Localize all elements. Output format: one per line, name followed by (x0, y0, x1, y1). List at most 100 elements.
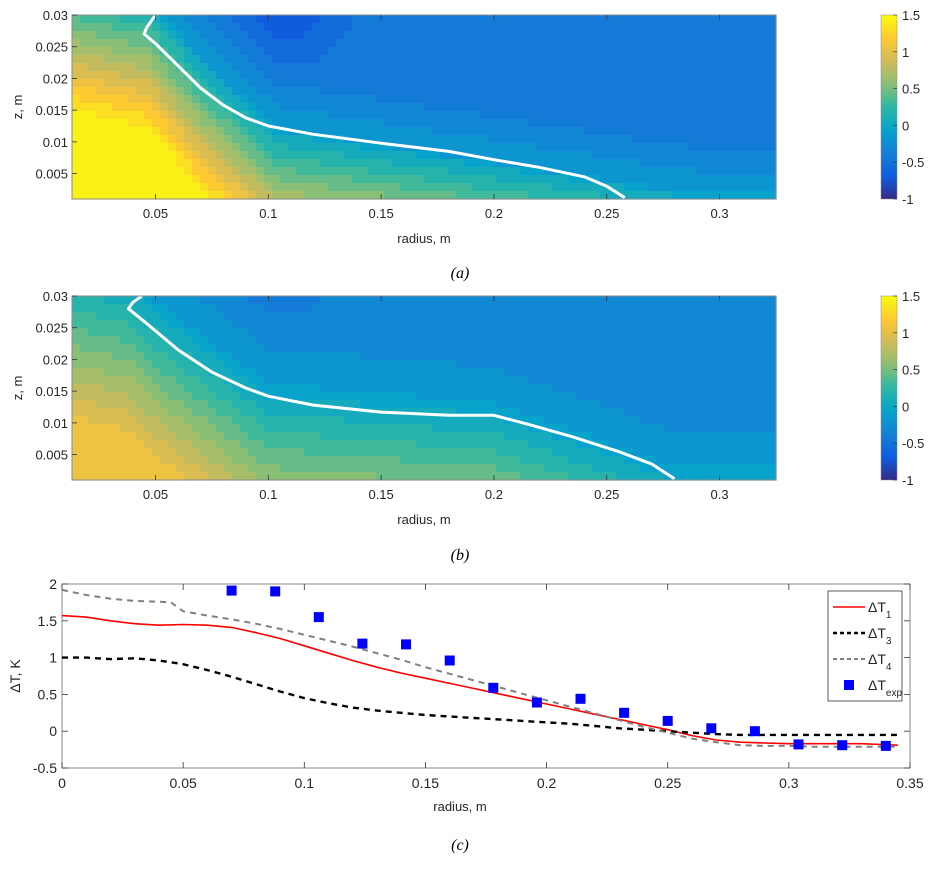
contour-cell (312, 384, 321, 393)
contour-cell (136, 47, 145, 56)
contour-cell (448, 456, 457, 465)
contour-cell (152, 71, 161, 80)
contour-cell (184, 159, 193, 168)
contour-cell (656, 416, 665, 425)
contour-cell (304, 416, 313, 425)
contour-cell (128, 400, 137, 409)
contour-cell (648, 103, 657, 112)
contour-cell (352, 143, 361, 152)
contour-cell (432, 352, 441, 361)
contour-cell (376, 352, 385, 361)
contour-cell (712, 143, 721, 152)
contour-cell (744, 159, 753, 168)
contour-cell (368, 103, 377, 112)
contour-cell (112, 167, 121, 176)
contour-cell (664, 360, 673, 369)
contour-cell (520, 432, 529, 441)
data-point (575, 693, 586, 704)
contour-cell (224, 31, 233, 40)
contour-cell (512, 472, 521, 481)
contour-cell (616, 344, 625, 353)
contour-cell (664, 39, 673, 48)
contour-cell (504, 344, 513, 353)
contour-cell (432, 151, 441, 160)
contour-cell (568, 464, 577, 473)
contour-cell (736, 119, 745, 128)
contour-cell (440, 175, 449, 184)
contour-cell (328, 376, 337, 385)
contour-cell (736, 39, 745, 48)
contour-cell (456, 408, 465, 417)
contour-cell (640, 376, 649, 385)
contour-cell (592, 416, 601, 425)
contour-cell (616, 31, 625, 40)
contour-cell (504, 47, 513, 56)
contour-cell (768, 472, 777, 481)
contour-cell (192, 440, 201, 449)
contour-cell (624, 416, 633, 425)
contour-cell (232, 440, 241, 449)
contour-cell (768, 304, 777, 313)
contour-cell (432, 79, 441, 88)
contour-cell (464, 432, 473, 441)
contour-cell (248, 320, 257, 329)
contour-cell (480, 127, 489, 136)
contour-cell (480, 448, 489, 457)
contour-cell (744, 424, 753, 433)
contour-cell (720, 376, 729, 385)
contour-cell (424, 119, 433, 128)
contour-cell (528, 159, 537, 168)
contour-cell (224, 135, 233, 144)
contour-cell (640, 47, 649, 56)
contour-cell (552, 23, 561, 32)
contour-cell (544, 368, 553, 377)
contour-cell (544, 384, 553, 393)
contour-cell (416, 424, 425, 433)
contour-cell (424, 183, 433, 192)
contour-cell (632, 103, 641, 112)
contour-cell (112, 47, 121, 56)
colorbar-tick-label: -0.5 (902, 155, 924, 170)
contour-cell (232, 320, 241, 329)
contour-cell (736, 352, 745, 361)
contour-cell (688, 368, 697, 377)
contour-cell (168, 135, 177, 144)
contour-cell (184, 127, 193, 136)
contour-cell (472, 159, 481, 168)
contour-cell (320, 111, 329, 120)
contour-cell (232, 312, 241, 321)
contour-cell (360, 368, 369, 377)
contour-cell (248, 360, 257, 369)
contour-cell (600, 312, 609, 321)
contour-cell (520, 448, 529, 457)
contour-cell (680, 408, 689, 417)
data-point (357, 638, 368, 649)
contour-cell (136, 304, 145, 313)
contour-cell (136, 15, 145, 24)
contour-cell (504, 95, 513, 104)
contour-cell (544, 175, 553, 184)
contour-cell (568, 400, 577, 409)
contour-cell (88, 55, 97, 64)
contour-cell (528, 344, 537, 353)
contour-cell (112, 456, 121, 465)
contour-cell (488, 344, 497, 353)
contour-cell (88, 183, 97, 192)
contour-cell (440, 159, 449, 168)
contour-cell (352, 320, 361, 329)
contour-cell (272, 143, 281, 152)
contour-cell (144, 183, 153, 192)
contour-cell (528, 312, 537, 321)
contour-cell (168, 127, 177, 136)
plot-frame (71, 295, 777, 481)
contour-cell (152, 23, 161, 32)
contour-cell (480, 143, 489, 152)
contour-cell (456, 336, 465, 345)
contour-cell (96, 79, 105, 88)
contour-cell (88, 103, 97, 112)
contour-cell (184, 87, 193, 96)
contour-cell (520, 336, 529, 345)
contour-cell (256, 15, 265, 24)
contour-cell (744, 344, 753, 353)
contour-cell (432, 296, 441, 305)
